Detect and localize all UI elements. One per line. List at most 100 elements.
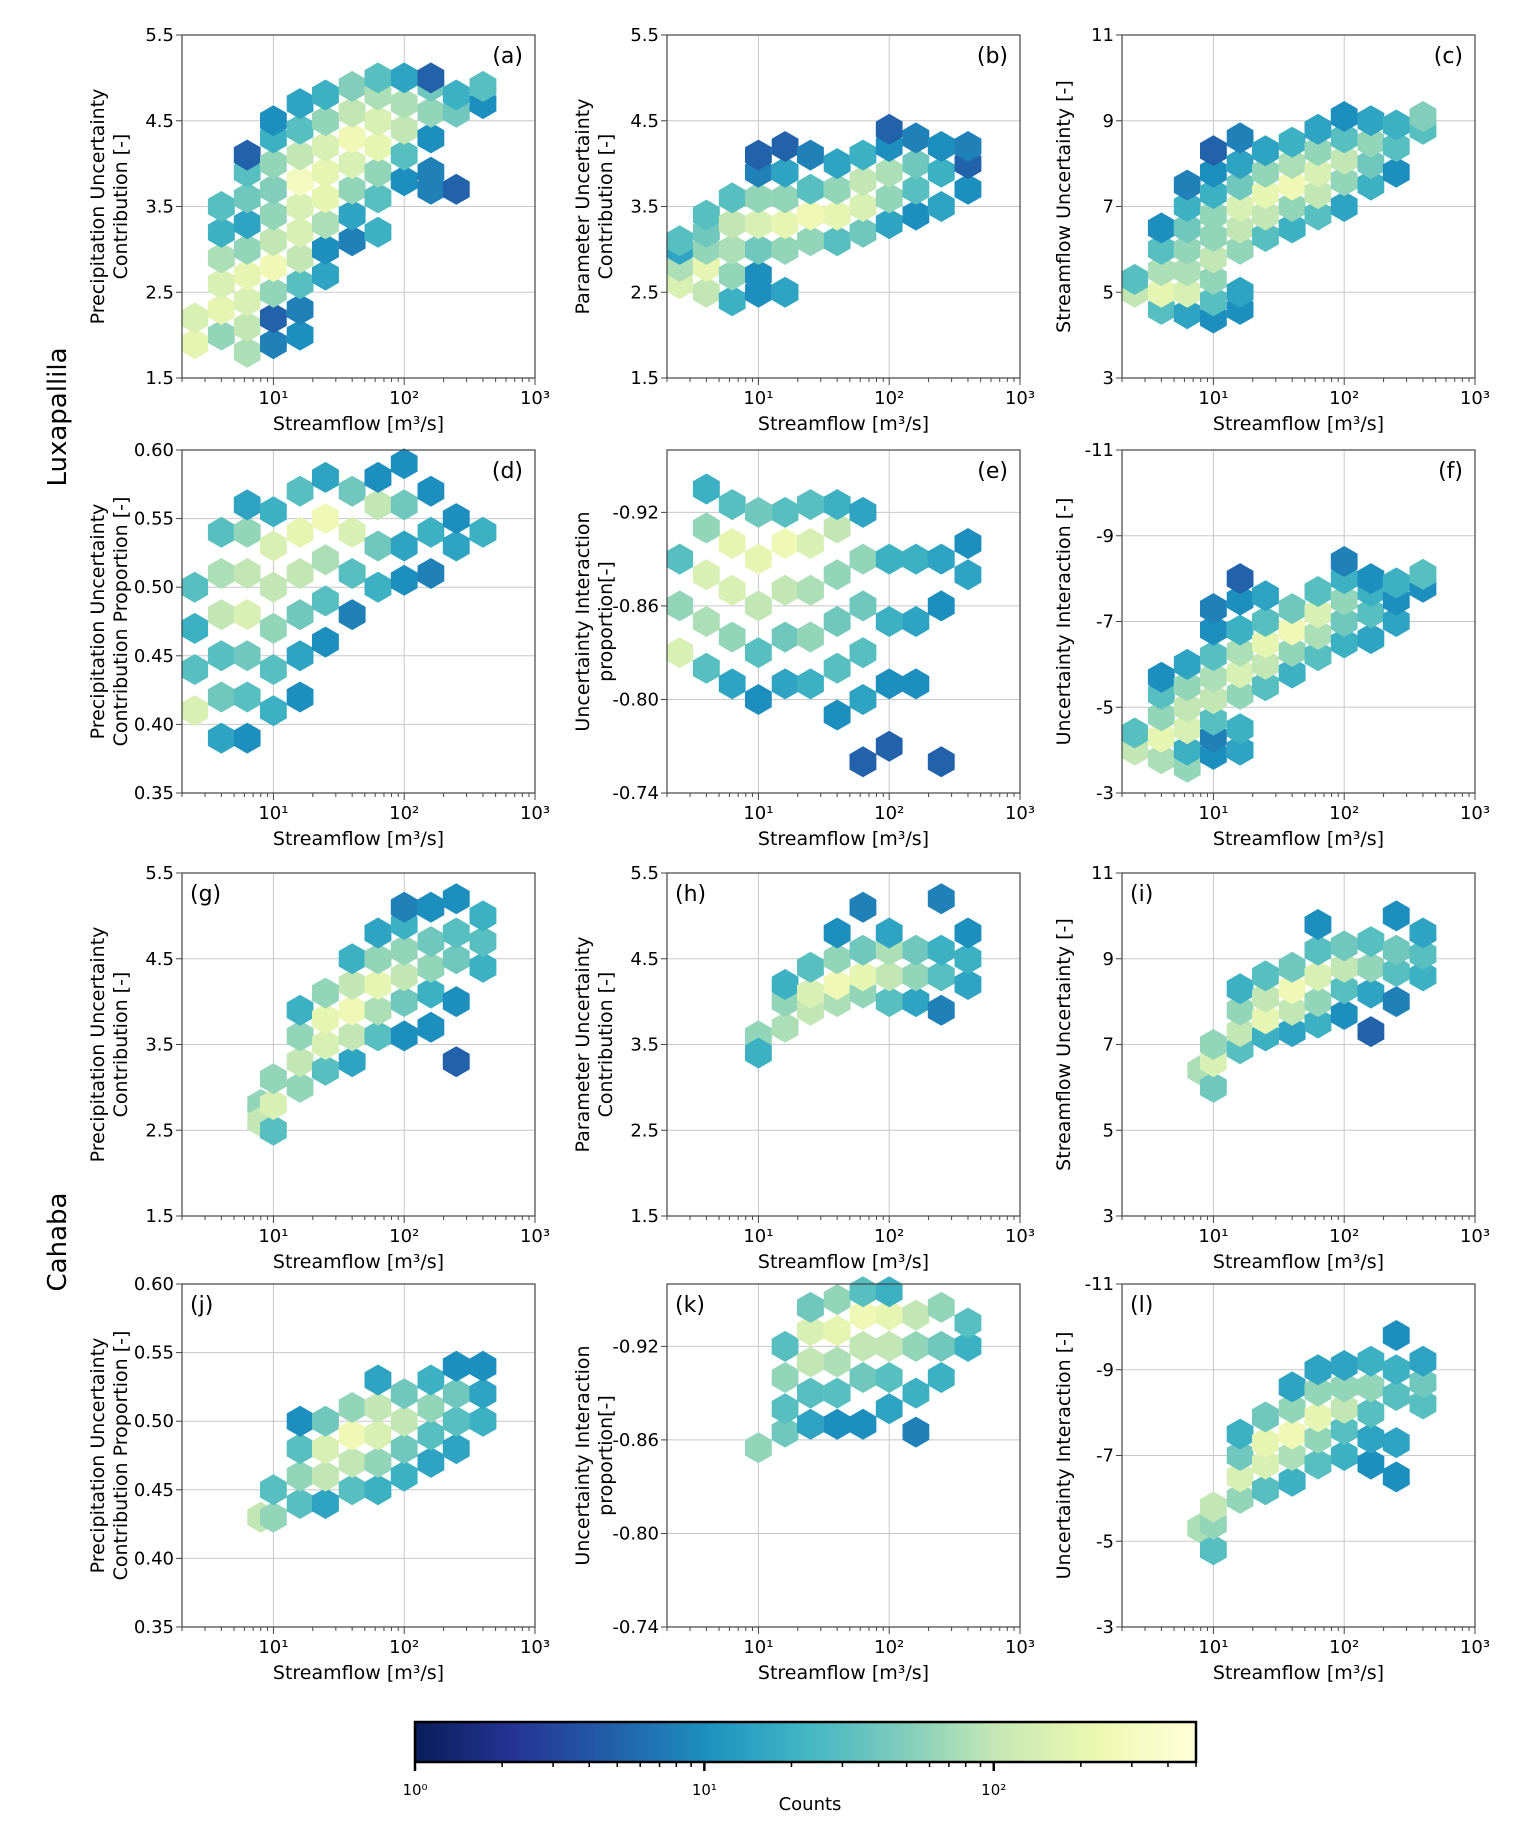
hexbin-cell <box>1226 191 1254 222</box>
hexbin-cell <box>286 1071 314 1103</box>
hexbin-cell <box>927 746 955 778</box>
hexbin-cell <box>1226 614 1254 646</box>
hexbin-cell <box>338 475 366 507</box>
hexbin-cell <box>390 986 418 1018</box>
hexbin-cell <box>1278 994 1306 1026</box>
hexbin-cell <box>181 571 209 603</box>
hexbin-cell <box>797 977 824 1009</box>
y-tick-label: 3 <box>1103 368 1114 389</box>
hexbin-cell <box>286 558 314 589</box>
x-axis-label: Streamflow [m³/s] <box>1213 1251 1384 1273</box>
y-tick-label: 9 <box>1103 949 1114 970</box>
y-tick-label: -5 <box>1096 1531 1114 1552</box>
hexbin-cell <box>927 156 955 188</box>
hexbin-cell <box>692 606 720 637</box>
hexbin-cell <box>718 528 746 559</box>
hexbin-cell <box>954 559 982 591</box>
hexbin-cell <box>1252 178 1279 210</box>
hexbin-cell <box>1409 960 1437 992</box>
hexbin-cell <box>823 199 851 231</box>
hexbin-cell <box>1382 1354 1410 1386</box>
hexbin-cell <box>1226 122 1254 154</box>
hexbin-cell <box>207 191 235 222</box>
hexbin-cell <box>1357 1371 1385 1403</box>
x-tick-label: 10¹ <box>1198 803 1228 824</box>
hexbin-cell <box>849 139 877 171</box>
colorbar-ticks: 10⁰ 10¹ 10² <box>402 1762 1197 1799</box>
hexbin-cell <box>233 285 261 317</box>
hexbin-cell <box>1330 1371 1358 1403</box>
hexbin-cell <box>1252 981 1279 1013</box>
hexbin-cell <box>797 621 824 653</box>
hexbin-cell <box>286 599 314 631</box>
hexbin-cell <box>1304 618 1332 650</box>
hexbin-cell <box>338 599 366 631</box>
hexbin-cell <box>1304 597 1332 629</box>
hexbin-cell <box>442 1378 470 1410</box>
hexbin-cell <box>1226 212 1254 244</box>
hexbin-cell <box>390 62 418 94</box>
hexbin-cell <box>260 225 287 257</box>
hexbin-cell <box>1278 169 1306 201</box>
y-axis-label: Contribution Proportion [-] <box>110 497 132 747</box>
hexbin-cell <box>338 1474 366 1506</box>
hexbin-cell <box>260 530 287 562</box>
hexbin-cell <box>260 173 287 205</box>
hexbin-cell <box>442 173 470 205</box>
hexbin-cell <box>312 208 339 240</box>
hexbin-cell <box>771 528 799 559</box>
hexbin-cell <box>338 1419 366 1451</box>
y-tick-label: 11 <box>1091 25 1114 46</box>
hexbin-cell <box>823 1346 851 1378</box>
hexbin-cell <box>1304 199 1332 231</box>
panel-letter: (h) <box>675 882 706 907</box>
hexbin-cell <box>207 558 235 589</box>
hexbin-cell <box>1173 691 1201 723</box>
hexbin-cell <box>849 960 877 992</box>
y-axis-label: proportion[-] <box>595 561 617 682</box>
y-tick-label: 4.5 <box>145 949 174 970</box>
y-tick-label: -5 <box>1096 697 1114 718</box>
hexbin-cell <box>1147 721 1175 753</box>
hexbin-cell <box>823 606 851 637</box>
hexbin-cell <box>233 558 261 589</box>
hexbin-cell <box>338 148 366 180</box>
hexbin-cell <box>1226 636 1254 667</box>
hexbin-cell <box>1252 199 1279 231</box>
x-tick-label: 10³ <box>1460 1637 1490 1658</box>
y-tick-label: 4.5 <box>145 111 174 132</box>
x-tick-label: 10² <box>874 1226 904 1247</box>
hexbin-cell <box>1252 221 1279 252</box>
hexbin-cell <box>1278 1440 1306 1471</box>
hexbin-cell <box>338 558 366 589</box>
hexbin-cell <box>390 891 418 923</box>
panel-i: 10¹ 10² 10³ 3 5 7 9 11 Streamflow [m³/s] Streamfl… <box>1053 863 1490 1273</box>
y-tick-label: 5 <box>1103 1120 1114 1141</box>
hexbin-cell <box>1252 156 1279 188</box>
hexbin-cell <box>954 1330 982 1362</box>
hexbin-cell <box>1252 1474 1279 1506</box>
y-tick-label: 1.5 <box>630 368 659 389</box>
hexbin-cell <box>1409 917 1437 949</box>
y-axis-label: Streamflow Uncertainty [-] <box>1053 80 1075 333</box>
hexbin-cell <box>260 571 287 603</box>
x-tick-label: 10¹ <box>258 1637 288 1658</box>
hexbin-cell <box>207 681 235 713</box>
y-tick-label: -11 <box>1085 440 1114 461</box>
hexbin-cell <box>286 88 314 120</box>
y-tick-label: 2.5 <box>145 1120 174 1141</box>
hexbin-cell <box>286 1405 314 1437</box>
y-tick-label: -9 <box>1096 526 1114 547</box>
hexbin-cell <box>286 216 314 248</box>
y-tick-label: -0.86 <box>612 1430 659 1451</box>
hexbin-cell <box>1409 101 1437 132</box>
hexbin-cell <box>797 1346 824 1378</box>
panel-letter: (i) <box>1130 882 1153 907</box>
y-tick-label: 2.5 <box>630 1120 659 1141</box>
hexbin-cell <box>1200 593 1227 625</box>
hexbin-cell <box>902 1416 930 1448</box>
hexbin-cell <box>286 1433 314 1465</box>
hexbin-cell <box>1200 683 1227 715</box>
hexbin-cell <box>1278 614 1306 646</box>
y-axis-label: Uncertainty Interaction <box>572 1345 594 1565</box>
